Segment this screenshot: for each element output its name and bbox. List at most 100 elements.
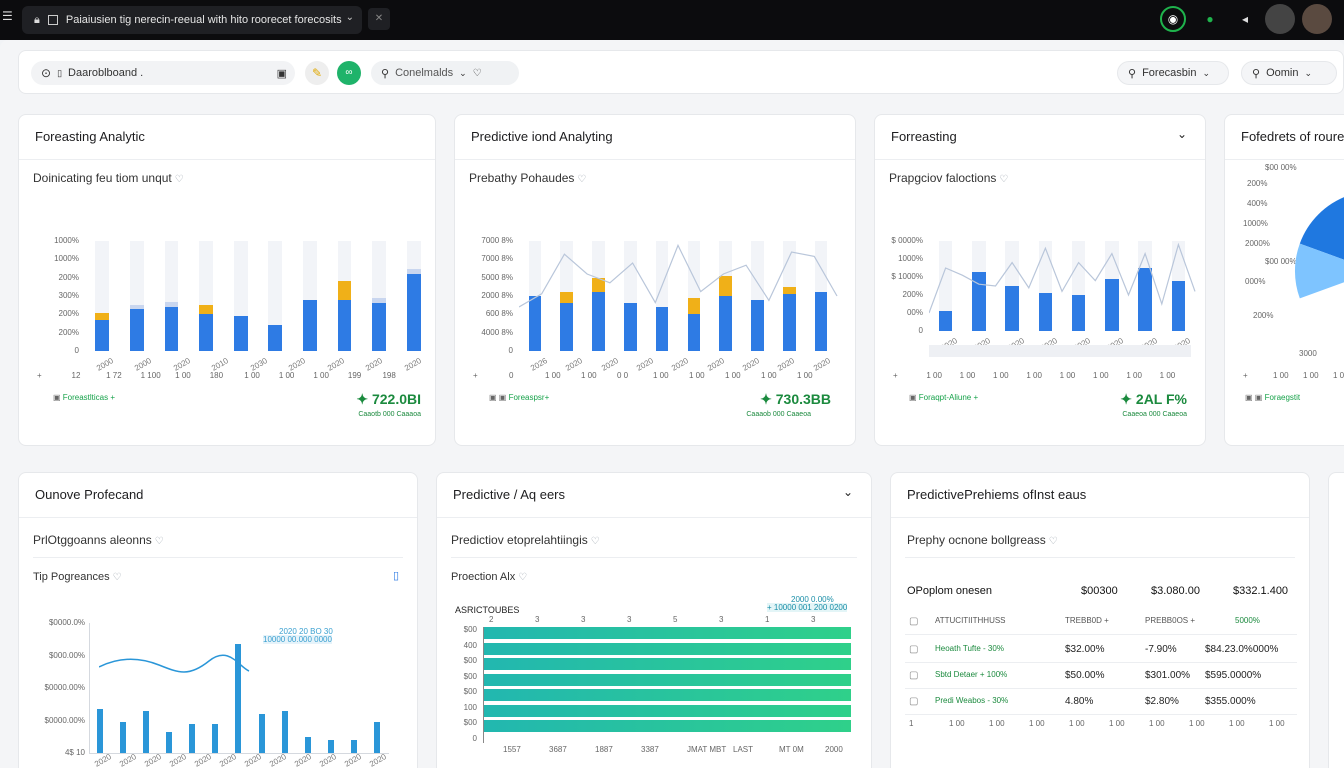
heart-icon[interactable]: ♡ <box>999 174 1009 185</box>
pie-label: 200% <box>1247 179 1268 188</box>
chart-area: $ 0000%1000%$ 1000%200%00%02020202020202… <box>875 205 1205 375</box>
y-tick-label: 1000% <box>898 254 923 263</box>
bar <box>623 302 637 351</box>
bar <box>560 302 574 351</box>
footer-tick: 1 00 <box>1059 371 1076 380</box>
footer-tick: 1 00 <box>1333 371 1344 380</box>
heart-icon[interactable]: ♡ <box>590 536 600 547</box>
top-tick: 5 <box>673 615 678 624</box>
y-tick-label: 0 <box>472 733 477 743</box>
forecast-filter[interactable]: ⚲ Forecasbin ⌄ <box>1117 61 1229 85</box>
chevron-down-icon[interactable]: ⌄ <box>345 12 354 23</box>
checkbox-icon[interactable]: ▣ <box>909 393 919 402</box>
card-title: PredictivePrehiems ofInst eaus <box>907 487 1087 502</box>
footer-tick: 0 0 <box>617 371 629 380</box>
new-tab-button[interactable]: ✕ <box>368 8 390 30</box>
table-cell: $2.80% <box>1145 696 1179 707</box>
pie-label: 1000% <box>1243 219 1268 228</box>
tab-favicon <box>47 15 58 25</box>
divider <box>19 159 435 160</box>
bulb-icon[interactable]: ✎ <box>305 61 329 85</box>
search-icon: ⚲ <box>1252 67 1261 80</box>
footer-tick: + <box>37 371 42 380</box>
card-subtitle: Prephy ocnone bollgreass ♡ <box>907 533 1058 547</box>
search-input[interactable]: ⚲ Conelmalds ⌄ ♡ <box>371 61 519 85</box>
bar <box>1038 293 1053 331</box>
divider <box>451 557 857 558</box>
footer-tick: 1 00 <box>1159 371 1176 380</box>
heart-icon[interactable]: ♡ <box>174 174 184 185</box>
heart-icon[interactable]: ♡ <box>518 572 528 583</box>
card-fofedrets: Fofedrets of roure $00 00% 200% 400% 1000% 2… <box>1224 114 1344 446</box>
footer-tick: 1 00 <box>278 371 295 380</box>
pie-label: 000% <box>1245 277 1266 286</box>
chevron-down-icon[interactable]: ⌄ <box>842 485 853 499</box>
y-tick-label: 200% <box>902 290 923 299</box>
link-icon[interactable]: ∞ <box>337 61 361 85</box>
table-cell: $32.00% <box>1065 644 1105 655</box>
shield-icon[interactable]: ● <box>1206 12 1214 26</box>
speaker-icon[interactable]: ◂ <box>1241 12 1249 26</box>
pie-slice <box>1299 197 1344 260</box>
legend-b: 10000 00.000 0000 <box>263 635 332 644</box>
chevron-down-icon[interactable]: ⌄ <box>459 67 467 78</box>
section-label-text: Proection Alx <box>451 571 516 583</box>
chevron-down-icon[interactable]: ⌄ <box>1176 127 1187 141</box>
y-tick-label: $000.00% <box>48 650 85 660</box>
bookmark-icon[interactable]: ▣ <box>276 67 287 80</box>
footer-tick: 1 00 <box>1069 719 1085 728</box>
footer-tick: 1 00 <box>1189 719 1205 728</box>
heart-icon[interactable]: ♡ <box>577 174 587 185</box>
pie-label: 400% <box>1247 199 1268 208</box>
header-cell: ATTUCITIITHHUSS <box>935 616 1006 625</box>
menu-icon[interactable]: ☰ <box>2 9 13 23</box>
profile-avatar[interactable] <box>1302 4 1332 34</box>
export-icon[interactable]: ▯ <box>392 570 399 582</box>
chevron-down-icon: ⌄ <box>1304 67 1313 78</box>
browser-tab[interactable]: 🔒︎ Paiaiusien tig nerecin-reeual with hi… <box>22 6 362 34</box>
y-tick-label: 300% <box>58 291 79 300</box>
x-tick-label: 2000 <box>825 745 843 754</box>
heart-icon[interactable]: ♡ <box>1048 536 1058 547</box>
lock-icon: 🔒︎ <box>34 13 40 26</box>
footer-ticks: +12 1 72 1 100 1 00 180 1 00 1 00 1 00 199 198 <box>37 371 417 383</box>
trend-line-svg <box>519 243 838 308</box>
heart-icon[interactable]: ♡ <box>154 536 164 547</box>
legend: ▣ Foreastlticas + <box>53 393 115 402</box>
table-cell: 4.80% <box>1065 696 1094 707</box>
card-title: Foreasting Analytic <box>35 129 145 144</box>
card-subtitle: PrlOtggoanns aleonns ♡ <box>33 533 164 547</box>
hbar <box>483 673 851 686</box>
chart-area: ASRICTOUBES 2000 0.00% + 10000 001 200 020… <box>437 595 871 768</box>
footer-tick: 1 00 <box>1269 719 1285 728</box>
checkbox-icon[interactable]: ▣ <box>53 393 63 402</box>
metric-value: ✦ 730.3BB <box>760 391 831 407</box>
avatar[interactable] <box>1265 4 1295 34</box>
data-table: OPoplom onesen $00300 $3.080.00 $332.1.400 ▢… <box>891 569 1309 768</box>
checkbox-icon[interactable]: ▣ ▣ <box>489 393 509 402</box>
table-cell: $595.0000% <box>1205 670 1262 681</box>
heart-icon[interactable]: ♡ <box>112 572 122 583</box>
x-tick-label: 2020 <box>118 752 138 768</box>
footer-tick: 1 00 <box>175 371 191 380</box>
breadcrumb[interactable]: ⊙ ▯ Daaroblboand . ▣ <box>31 61 295 85</box>
card-ounove-profecand: Ounove Profecand PrlOtggoanns aleonns ♡ T… <box>18 472 418 768</box>
y-tick-label: 4000 8% <box>481 327 513 337</box>
footer-tick: 1 <box>909 719 914 728</box>
heart-icon[interactable]: ♡ <box>472 67 482 79</box>
bar-highlight <box>592 278 605 292</box>
search-placeholder: Conelmalds <box>395 67 454 79</box>
column-header: $3.080.00 <box>1151 585 1200 597</box>
x-tick-label: 2020 <box>318 752 338 768</box>
bar-cap <box>129 304 144 310</box>
domain-filter[interactable]: ⚲ Oomin ⌄ <box>1241 61 1337 85</box>
footer-tick: 1 00 <box>993 371 1009 380</box>
status-ring-icon[interactable]: ◉ <box>1160 6 1186 32</box>
checkbox-icon[interactable]: ▣ ▣ <box>1245 393 1265 402</box>
back-icon[interactable]: ⊙ <box>41 66 52 80</box>
table-cell: $301.00% <box>1145 670 1191 681</box>
y-tick-label: $ 1000% <box>891 272 923 281</box>
card-subtitle-text: PrlOtggoanns aleonns <box>33 533 152 547</box>
y-tick-label: 200% <box>58 272 79 282</box>
footer-tick: 1 00 <box>1093 371 1109 380</box>
